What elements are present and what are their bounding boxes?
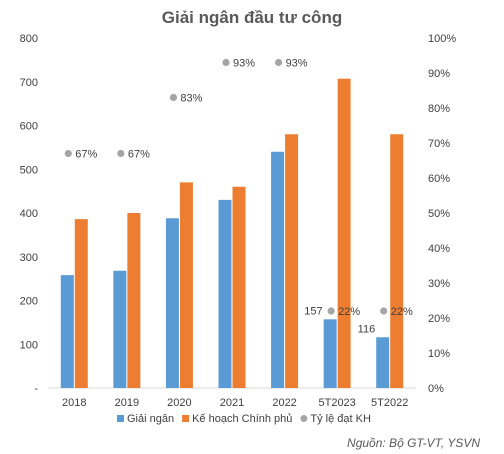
rate-data-label: 22%: [391, 306, 413, 318]
rate-point: [64, 149, 72, 158]
bar-ke-hoach: [285, 134, 299, 388]
dots-layer: [64, 58, 388, 315]
y-left-tick-label: 700: [20, 77, 38, 89]
bar-data-label: 116: [358, 323, 376, 335]
rate-data-label: 83%: [180, 93, 202, 105]
y-left-tick-label: 100: [20, 339, 38, 351]
rate-point: [327, 307, 335, 315]
bar-giai-ngan: [271, 151, 285, 388]
rate-data-label: 93%: [233, 58, 255, 70]
rate-point: [274, 58, 283, 67]
y-left-tick-label: -: [34, 383, 38, 395]
y-left-tick-label: 300: [20, 252, 38, 264]
y-right-tick-label: 30%: [428, 278, 450, 290]
legend-label: Kế hoạch Chính phủ: [192, 413, 292, 425]
rate-data-label: 93%: [286, 58, 308, 70]
y-right-tick-label: 60%: [428, 173, 450, 185]
y-right-tick-label: 100%: [428, 33, 456, 45]
x-tick-label: 2022: [272, 397, 296, 409]
rate-point: [380, 307, 388, 315]
y-left-tick-label: 200: [20, 296, 38, 308]
y-right-tick-label: 10%: [428, 348, 450, 360]
legend-layer: Giải ngân Kế hoạch Chính phủ Tỷ lệ đạt KH: [117, 413, 371, 425]
rate-data-label: 22%: [338, 306, 360, 318]
bar-ke-hoach: [337, 78, 351, 388]
bar-ke-hoach: [232, 186, 246, 388]
y-right-tick-label: 20%: [428, 313, 450, 325]
bar-giai-ngan: [323, 319, 337, 388]
x-tick-label: 2020: [167, 397, 191, 409]
rate-data-label: 67%: [128, 149, 150, 161]
bar-giai-ngan: [113, 270, 127, 388]
y-left-tick-label: 500: [20, 164, 38, 176]
y-left-tick-label: 400: [20, 208, 38, 220]
source-note: Nguồn: Bộ GT-VT, YSVN: [347, 436, 480, 450]
y-right-tick-label: 90%: [428, 68, 450, 80]
legend-swatch: [300, 415, 308, 422]
rate-data-label: 67%: [75, 149, 97, 161]
x-tick-label: 2018: [62, 397, 86, 409]
y-right-tick-label: 70%: [428, 138, 450, 150]
bar-giai-ngan: [60, 275, 74, 388]
bar-data-label: 157: [304, 305, 322, 317]
legend-swatch: [117, 415, 124, 422]
x-tick-label: 2021: [220, 397, 244, 409]
bar-giai-ngan: [165, 218, 179, 388]
bar-ke-hoach: [179, 182, 193, 388]
y-right-tick-label: 40%: [428, 243, 450, 255]
bar-giai-ngan: [376, 337, 390, 388]
axes-layer: - 100 200 300 400 500 600 700 800 0% 10% 20% 30% 40% 5…: [20, 33, 457, 409]
y-right-tick-label: 0%: [428, 383, 444, 395]
bar-giai-ngan: [218, 199, 232, 388]
y-left-tick-label: 800: [20, 33, 38, 45]
rate-point: [117, 149, 125, 158]
x-tick-label: 5T2022: [371, 397, 408, 409]
bar-ke-hoach: [390, 134, 404, 388]
bars-layer: [60, 78, 404, 388]
y-right-tick-label: 80%: [428, 103, 450, 115]
rate-point: [169, 93, 178, 102]
chart-title: Giải ngân đầu tư công: [162, 8, 342, 27]
bar-ke-hoach: [127, 213, 141, 388]
labels-layer: 67% 67% 83% 93% 93% 157 22% 116 22%: [75, 58, 413, 336]
y-left-tick-label: 600: [20, 121, 38, 133]
rate-point: [222, 58, 230, 67]
bar-ke-hoach: [74, 219, 88, 388]
legend-label: Tỷ lệ đạt KH: [310, 413, 371, 425]
x-tick-label: 5T2023: [318, 397, 355, 409]
legend-swatch: [182, 415, 190, 422]
y-right-tick-label: 50%: [428, 208, 450, 220]
x-tick-label: 2019: [115, 397, 139, 409]
legend-label: Giải ngân: [127, 413, 174, 425]
